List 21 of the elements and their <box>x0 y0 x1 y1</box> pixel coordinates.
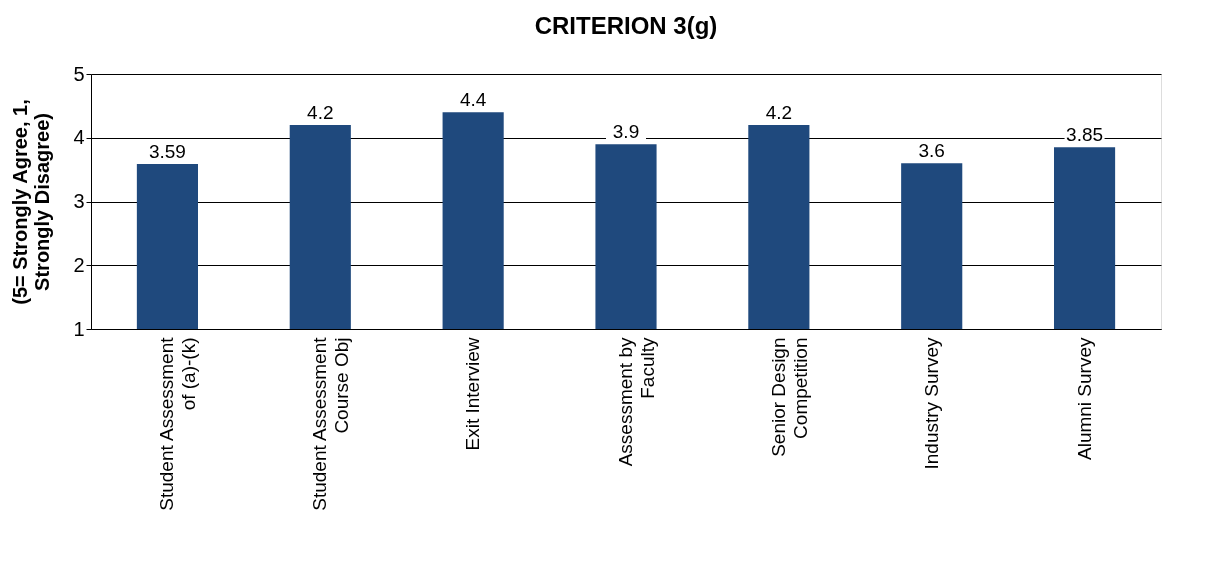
y-tick-label: 4 <box>73 126 85 149</box>
y-axis-title: (5= Strongly Agree, 1, Strongly Disagree) <box>9 99 54 305</box>
x-tick-label: Student Assessment of (a)-(k) <box>156 336 200 511</box>
data-label: 4.2 <box>765 102 793 123</box>
data-label: 3.6 <box>918 140 945 162</box>
x-tick-label: Student Assessment Course Obj <box>309 336 353 511</box>
x-tick-label: Exit Interview <box>462 337 484 451</box>
y-tick-label: 3 <box>73 190 85 212</box>
data-label: 4.2 <box>307 102 334 123</box>
chart-title: CRITERION 3(g) <box>534 12 718 39</box>
x-tick-label: Industry Survey <box>920 337 942 470</box>
data-label: 3.9 <box>612 121 640 143</box>
y-tick-label: 1 <box>73 317 85 340</box>
data-label: 3.85 <box>1066 124 1104 146</box>
y-tick-label: 2 <box>73 253 85 276</box>
y-tick-label: 5 <box>73 62 85 85</box>
x-tick-label: Senior Design Competition <box>767 337 811 457</box>
data-label: 3.59 <box>148 140 186 162</box>
x-tick-label: Alumni Survey <box>1073 337 1095 460</box>
x-tick-label: Assessment by Faculty <box>615 337 658 467</box>
data-label: 4.4 <box>459 89 487 111</box>
